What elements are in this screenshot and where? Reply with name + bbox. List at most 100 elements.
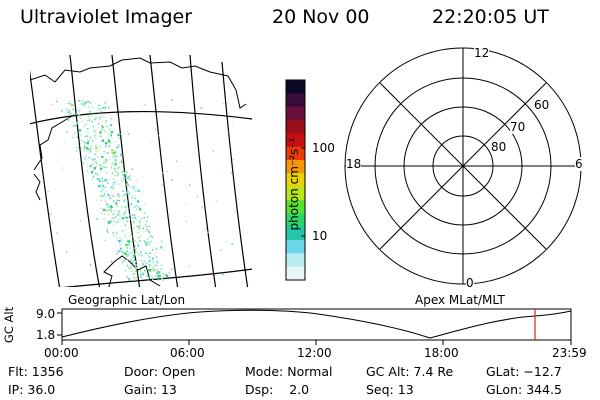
aurora-pixel (114, 168, 116, 170)
aurora-pixel (80, 139, 83, 142)
aurora-pixel (126, 182, 128, 184)
aurora-pixel (83, 125, 85, 127)
aurora-pixel (133, 279, 135, 281)
aurora-pixel (129, 259, 131, 261)
aurora-pixel (107, 193, 109, 195)
aurora-pixel (80, 117, 82, 119)
aurora-pixel (152, 261, 154, 263)
aurora-pixel (113, 164, 116, 166)
aurora-pixel (157, 274, 159, 276)
aurora-pixel (110, 119, 112, 121)
aurora-pixel (100, 170, 102, 172)
aurora-pixel (113, 178, 115, 180)
aurora-pixel (107, 205, 110, 208)
aurora-pixel (91, 116, 93, 118)
aurora-pixel (143, 240, 145, 242)
aurora-pixel (121, 180, 123, 183)
aurora-pixel (117, 180, 119, 182)
aurora-pixel (144, 203, 146, 205)
aurora-pixel (122, 237, 124, 240)
aurora-pixel (117, 210, 119, 212)
aurora-pixel (161, 184, 163, 186)
aurora-pixel (89, 102, 92, 104)
aurora-pixel (121, 206, 123, 208)
aurora-pixel (114, 150, 116, 152)
aurora-pixel (105, 142, 108, 145)
aurora-pixel (112, 155, 114, 157)
aurora-pixel (142, 263, 145, 266)
aurora-pixel (152, 246, 154, 249)
aurora-pixel (104, 131, 106, 133)
aurora-pixel (81, 100, 83, 102)
aurora-pixel (102, 116, 104, 118)
aurora-pixel (76, 113, 78, 115)
aurora-pixel (133, 186, 135, 188)
aurora-pixel (72, 124, 76, 127)
aurora-pixel (94, 102, 97, 105)
aurora-pixel (127, 190, 129, 192)
aurora-pixel (131, 270, 133, 272)
aurora-pixel (118, 166, 121, 168)
aurora-pixel (72, 136, 74, 139)
aurora-pixel (108, 133, 110, 135)
aurora-pixel (87, 148, 89, 150)
aurora-pixel (111, 220, 113, 222)
aurora-pixel (220, 249, 222, 251)
aurora-pixel (154, 264, 156, 266)
aurora-pixel (134, 253, 136, 255)
aurora-pixel (78, 115, 80, 117)
aurora-pixel (118, 195, 120, 198)
aurora-pixel (114, 210, 116, 212)
colorbar-band (286, 120, 305, 134)
aurora-pixel (133, 277, 136, 279)
aurora-pixel (83, 141, 85, 143)
aurora-pixel (110, 197, 112, 200)
aurora-pixel (106, 136, 109, 139)
aurora-pixel (123, 206, 125, 208)
aurora-pixel (110, 207, 112, 209)
aurora-pixel (113, 235, 115, 237)
aurora-pixel (105, 145, 107, 147)
aurora-pixel (120, 247, 123, 249)
aurora-pixel (116, 253, 118, 255)
aurora-pixel (122, 176, 124, 178)
aurora-pixel (79, 100, 81, 102)
aurora-pixel (79, 107, 82, 109)
flt-value: 1356 (31, 364, 64, 379)
aurora-pixel (109, 128, 111, 130)
aurora-pixel (93, 167, 96, 170)
meridian-line (69, 55, 101, 287)
aurora-pixel (154, 276, 156, 278)
coastline (30, 57, 247, 109)
aurora-pixel (121, 261, 124, 264)
aurora-pixel (127, 216, 129, 218)
aurora-pixel (98, 118, 101, 121)
aurora-pixel (103, 213, 106, 215)
aurora-pixel (111, 149, 114, 152)
aurora-pixel (135, 270, 137, 272)
colorbar-band (286, 173, 305, 188)
aurora-pixel (146, 216, 149, 218)
aurora-pixel (66, 251, 68, 253)
aurora-pixel (138, 227, 141, 230)
aurora-pixel (133, 205, 136, 208)
aurora-pixel (91, 121, 93, 123)
aurora-pixel (100, 194, 103, 198)
aurora-pixel (61, 167, 63, 169)
aurora-pixel (94, 119, 96, 121)
aurora-pixel (100, 212, 103, 214)
aurora-pixel (118, 199, 120, 202)
aurora-pixel (90, 165, 92, 167)
aurora-pixel (148, 230, 150, 233)
aurora-pixel (74, 132, 76, 134)
aurora-pixel (67, 119, 70, 121)
aurora-pixel (132, 258, 134, 260)
aurora-pixel (171, 268, 173, 270)
aurora-pixel (65, 108, 69, 111)
aurora-pixel (149, 236, 151, 238)
aurora-pixel (100, 143, 102, 145)
aurora-pixel (110, 134, 112, 137)
aurora-pixel (112, 232, 114, 234)
